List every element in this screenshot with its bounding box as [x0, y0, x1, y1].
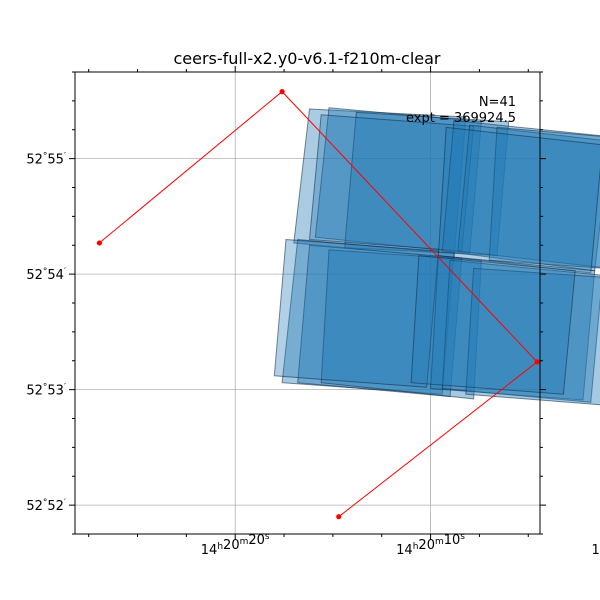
footprint-tiles: [273, 107, 600, 406]
footprint-tile-11: [273, 238, 439, 388]
axis-ticks: [69, 66, 546, 540]
x-tick-label: 14h20m20s: [201, 532, 270, 558]
footprint-tile-15: [410, 255, 576, 395]
footprint-tile-12: [430, 255, 596, 401]
expt-annotation: expt = 369924.5: [406, 111, 516, 126]
y-tick-label: 52°52′: [26, 498, 66, 514]
n-annotation: N=41: [479, 95, 516, 110]
y-tick-label: 52°53′: [26, 383, 66, 399]
track-point-1: [279, 89, 285, 95]
track-point-2: [534, 359, 540, 365]
footprint-tile-13: [441, 259, 600, 403]
footprint-tile-7: [437, 126, 600, 274]
x-tick-label: 14h20m10s: [396, 532, 465, 558]
track-point-3: [336, 514, 342, 520]
tick-labels: 14h20m20s 14h20m10s 14h20m00s 52°52′ 52°53′ 5…: [26, 152, 600, 558]
pointing-track: [96, 89, 540, 520]
track-line: [99, 90, 538, 518]
chart-title: ceers-full-x2.y0-v6.1-f210m-clear: [173, 49, 440, 68]
footprint-tile-5: [457, 124, 600, 268]
footprint-tile-6: [488, 126, 600, 269]
track-point-0: [96, 240, 103, 246]
y-tick-label: 52°54′: [26, 267, 66, 283]
x-tick-label: 14h20m00s: [592, 532, 600, 558]
y-tick-label: 52°55′: [26, 152, 66, 168]
